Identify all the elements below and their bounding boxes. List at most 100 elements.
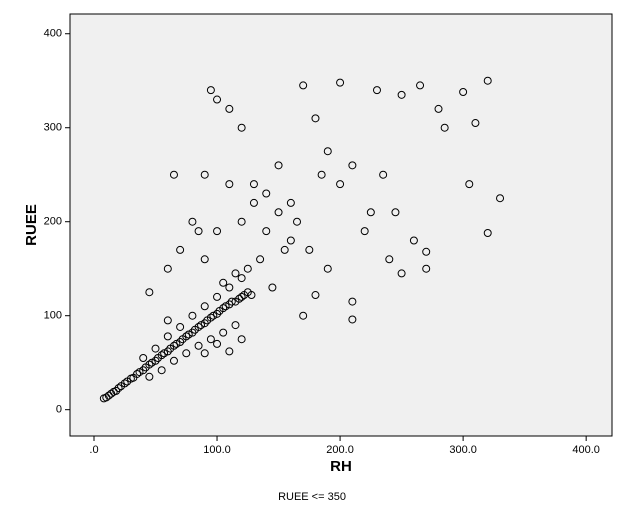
point (311, 291, 320, 300)
x-tick-label: 400.0 (572, 444, 600, 456)
point (348, 161, 357, 170)
point (182, 349, 191, 358)
point (200, 255, 209, 264)
point (163, 332, 172, 341)
point (397, 269, 406, 278)
point (262, 227, 271, 236)
point (225, 104, 234, 113)
point (145, 288, 154, 297)
point (169, 356, 178, 365)
point (336, 180, 345, 189)
point (323, 264, 332, 273)
point (206, 313, 215, 322)
point (163, 347, 172, 356)
point (120, 379, 129, 388)
point (225, 283, 234, 292)
point (139, 366, 148, 375)
point (299, 311, 308, 320)
point (235, 294, 244, 303)
point (459, 88, 468, 97)
y-tick-label: 100 (44, 310, 62, 322)
point (145, 372, 154, 381)
point (225, 347, 234, 356)
y-tick-label: 200 (44, 216, 62, 228)
plot-area (69, 13, 613, 437)
point (286, 236, 295, 245)
x-tick-label: 200.0 (326, 444, 354, 456)
point (293, 217, 302, 226)
point (200, 319, 209, 328)
point (213, 292, 222, 301)
point (440, 123, 449, 132)
point (274, 161, 283, 170)
point (225, 180, 234, 189)
point (194, 227, 203, 236)
y-axis-label: RUEE (23, 204, 40, 246)
point (348, 315, 357, 324)
point (151, 356, 160, 365)
point (188, 328, 197, 337)
point (188, 311, 197, 320)
point (139, 353, 148, 362)
point (114, 384, 123, 393)
point (200, 349, 209, 358)
point (221, 302, 230, 311)
point (366, 208, 375, 217)
point (133, 369, 142, 378)
point (213, 309, 222, 318)
point (422, 264, 431, 273)
y-tick-label: 300 (44, 122, 62, 134)
point (465, 180, 474, 189)
point (323, 147, 332, 156)
point (209, 311, 218, 320)
point (194, 341, 203, 350)
point (188, 217, 197, 226)
point (249, 198, 258, 207)
point (231, 269, 240, 278)
point (274, 208, 283, 217)
point (102, 393, 111, 402)
point (409, 236, 418, 245)
point (112, 386, 121, 395)
point (391, 208, 400, 217)
point (237, 217, 246, 226)
point (268, 283, 277, 292)
point (182, 332, 191, 341)
point (416, 81, 425, 90)
point (237, 292, 246, 301)
point (483, 228, 492, 237)
point (172, 339, 181, 348)
point (348, 297, 357, 306)
point (200, 302, 209, 311)
point (104, 391, 113, 400)
x-tick-label: .0 (89, 444, 98, 456)
point (237, 274, 246, 283)
point (219, 304, 228, 313)
point (219, 278, 228, 287)
point (169, 170, 178, 179)
point (176, 245, 185, 254)
point (163, 264, 172, 273)
point (336, 78, 345, 87)
point (379, 170, 388, 179)
footnote: RUEE <= 350 (278, 491, 346, 503)
point (160, 349, 169, 358)
point (147, 358, 156, 367)
x-axis-label: RH (330, 458, 352, 475)
point (471, 119, 480, 128)
point (135, 368, 144, 377)
point (176, 322, 185, 331)
point (151, 344, 160, 353)
y-tick-label: 400 (44, 28, 62, 40)
x-tick-label: 300.0 (449, 444, 477, 456)
point (434, 104, 443, 113)
point (397, 90, 406, 99)
point (262, 189, 271, 198)
point (231, 321, 240, 330)
point (286, 198, 295, 207)
point (256, 255, 265, 264)
point (237, 123, 246, 132)
point (219, 328, 228, 337)
point (243, 264, 252, 273)
